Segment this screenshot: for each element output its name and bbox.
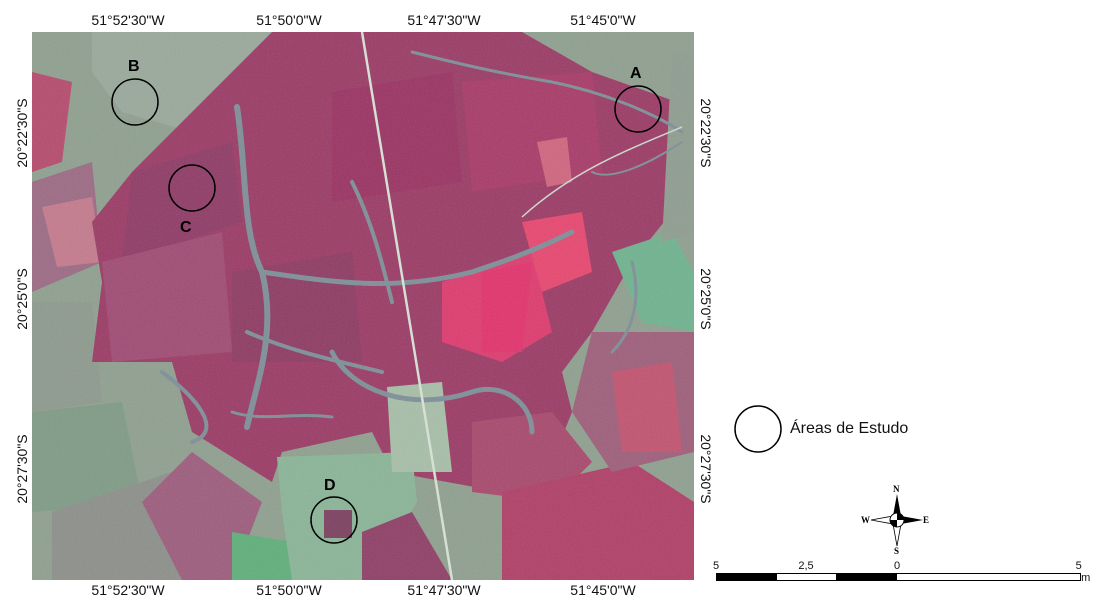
top-lon-label: 51°47'30"W [407,12,481,28]
study-area-label-a: A [630,65,642,82]
image-texture [32,32,694,580]
compass-s: S [894,546,899,556]
right-lat-label: 20°22'30"S [698,98,714,168]
left-lat-label: 20°22'30"S [14,98,30,168]
satellite-map: A B C D [32,32,694,580]
study-area-label-b: B [128,58,140,75]
study-area-circle-d [310,496,358,544]
right-lat-label: 20°27'30"S [698,434,714,504]
top-lon-label: 51°45'0"W [570,12,636,28]
left-lat-label: 20°27'30"S [14,434,30,504]
scale-label: 0 [893,560,901,572]
compass-e: E [923,515,929,525]
study-area-circle-c [168,164,216,212]
top-lon-label: 51°52'30"W [91,12,165,28]
scale-label: 2,5 [798,560,814,572]
right-lat-label: 20°25'0"S [698,268,714,330]
compass-w: W [861,515,870,525]
top-lon-label: 51°50'0"W [256,12,322,28]
bottom-lon-label: 51°50'0"W [256,582,322,598]
study-area-label-d: D [324,477,336,494]
bottom-lon-label: 51°52'30"W [91,582,165,598]
legend-label: Áreas de Estudo [790,420,909,437]
scale-label: 5 [712,560,720,572]
study-area-circle-a [614,85,662,133]
scale-bar [716,573,1081,581]
north-arrow-compass-icon: N S E W [861,484,929,556]
compass-n: N [893,484,900,494]
study-area-label-c: C [180,219,192,236]
bottom-lon-label: 51°45'0"W [570,582,636,598]
legend-circle-symbol [734,405,782,453]
left-lat-label: 20°25'0"S [14,268,30,330]
study-area-circle-b [111,78,159,126]
bottom-lon-label: 51°47'30"W [407,582,481,598]
